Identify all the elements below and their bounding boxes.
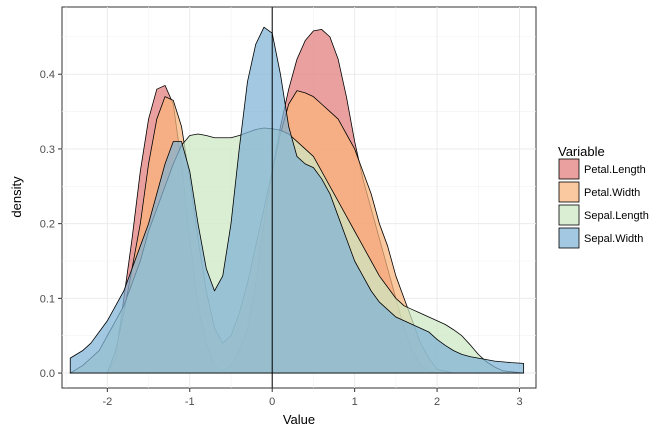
x-tick-label: 3 [516, 396, 522, 408]
x-tick-label: -1 [185, 396, 195, 408]
legend-label: Petal.Length [584, 164, 646, 176]
y-tick-label: 0.0 [40, 368, 55, 380]
legend-key [558, 204, 580, 226]
y-tick-label: 0.4 [40, 69, 55, 81]
x-tick-label: 1 [352, 396, 358, 408]
legend-label: Sepal.Width [584, 233, 643, 245]
x-tick-label: -2 [102, 396, 112, 408]
density-area-sepal-width [69, 26, 525, 374]
legend-key [558, 227, 580, 249]
legend-label: Petal.Width [584, 187, 640, 199]
legend-title: Variable [558, 144, 605, 159]
legend: Variable Petal.Length Petal.Width Sepal.Le… [558, 144, 649, 249]
y-axis: 0.0 0.1 0.2 0.3 0.4 [40, 69, 62, 380]
density-areas [69, 26, 525, 374]
y-tick-label: 0.1 [40, 293, 55, 305]
x-axis-title: Value [283, 412, 315, 427]
x-tick-label: 2 [434, 396, 440, 408]
y-tick-label: 0.3 [40, 144, 55, 156]
x-axis: -2 -1 0 1 2 3 [102, 388, 523, 408]
legend-key [558, 181, 580, 203]
legend-label: Sepal.Length [584, 210, 649, 222]
x-tick-label: 0 [269, 396, 275, 408]
legend-key [558, 158, 580, 180]
y-tick-label: 0.2 [40, 219, 55, 231]
y-axis-title: density [9, 176, 24, 218]
